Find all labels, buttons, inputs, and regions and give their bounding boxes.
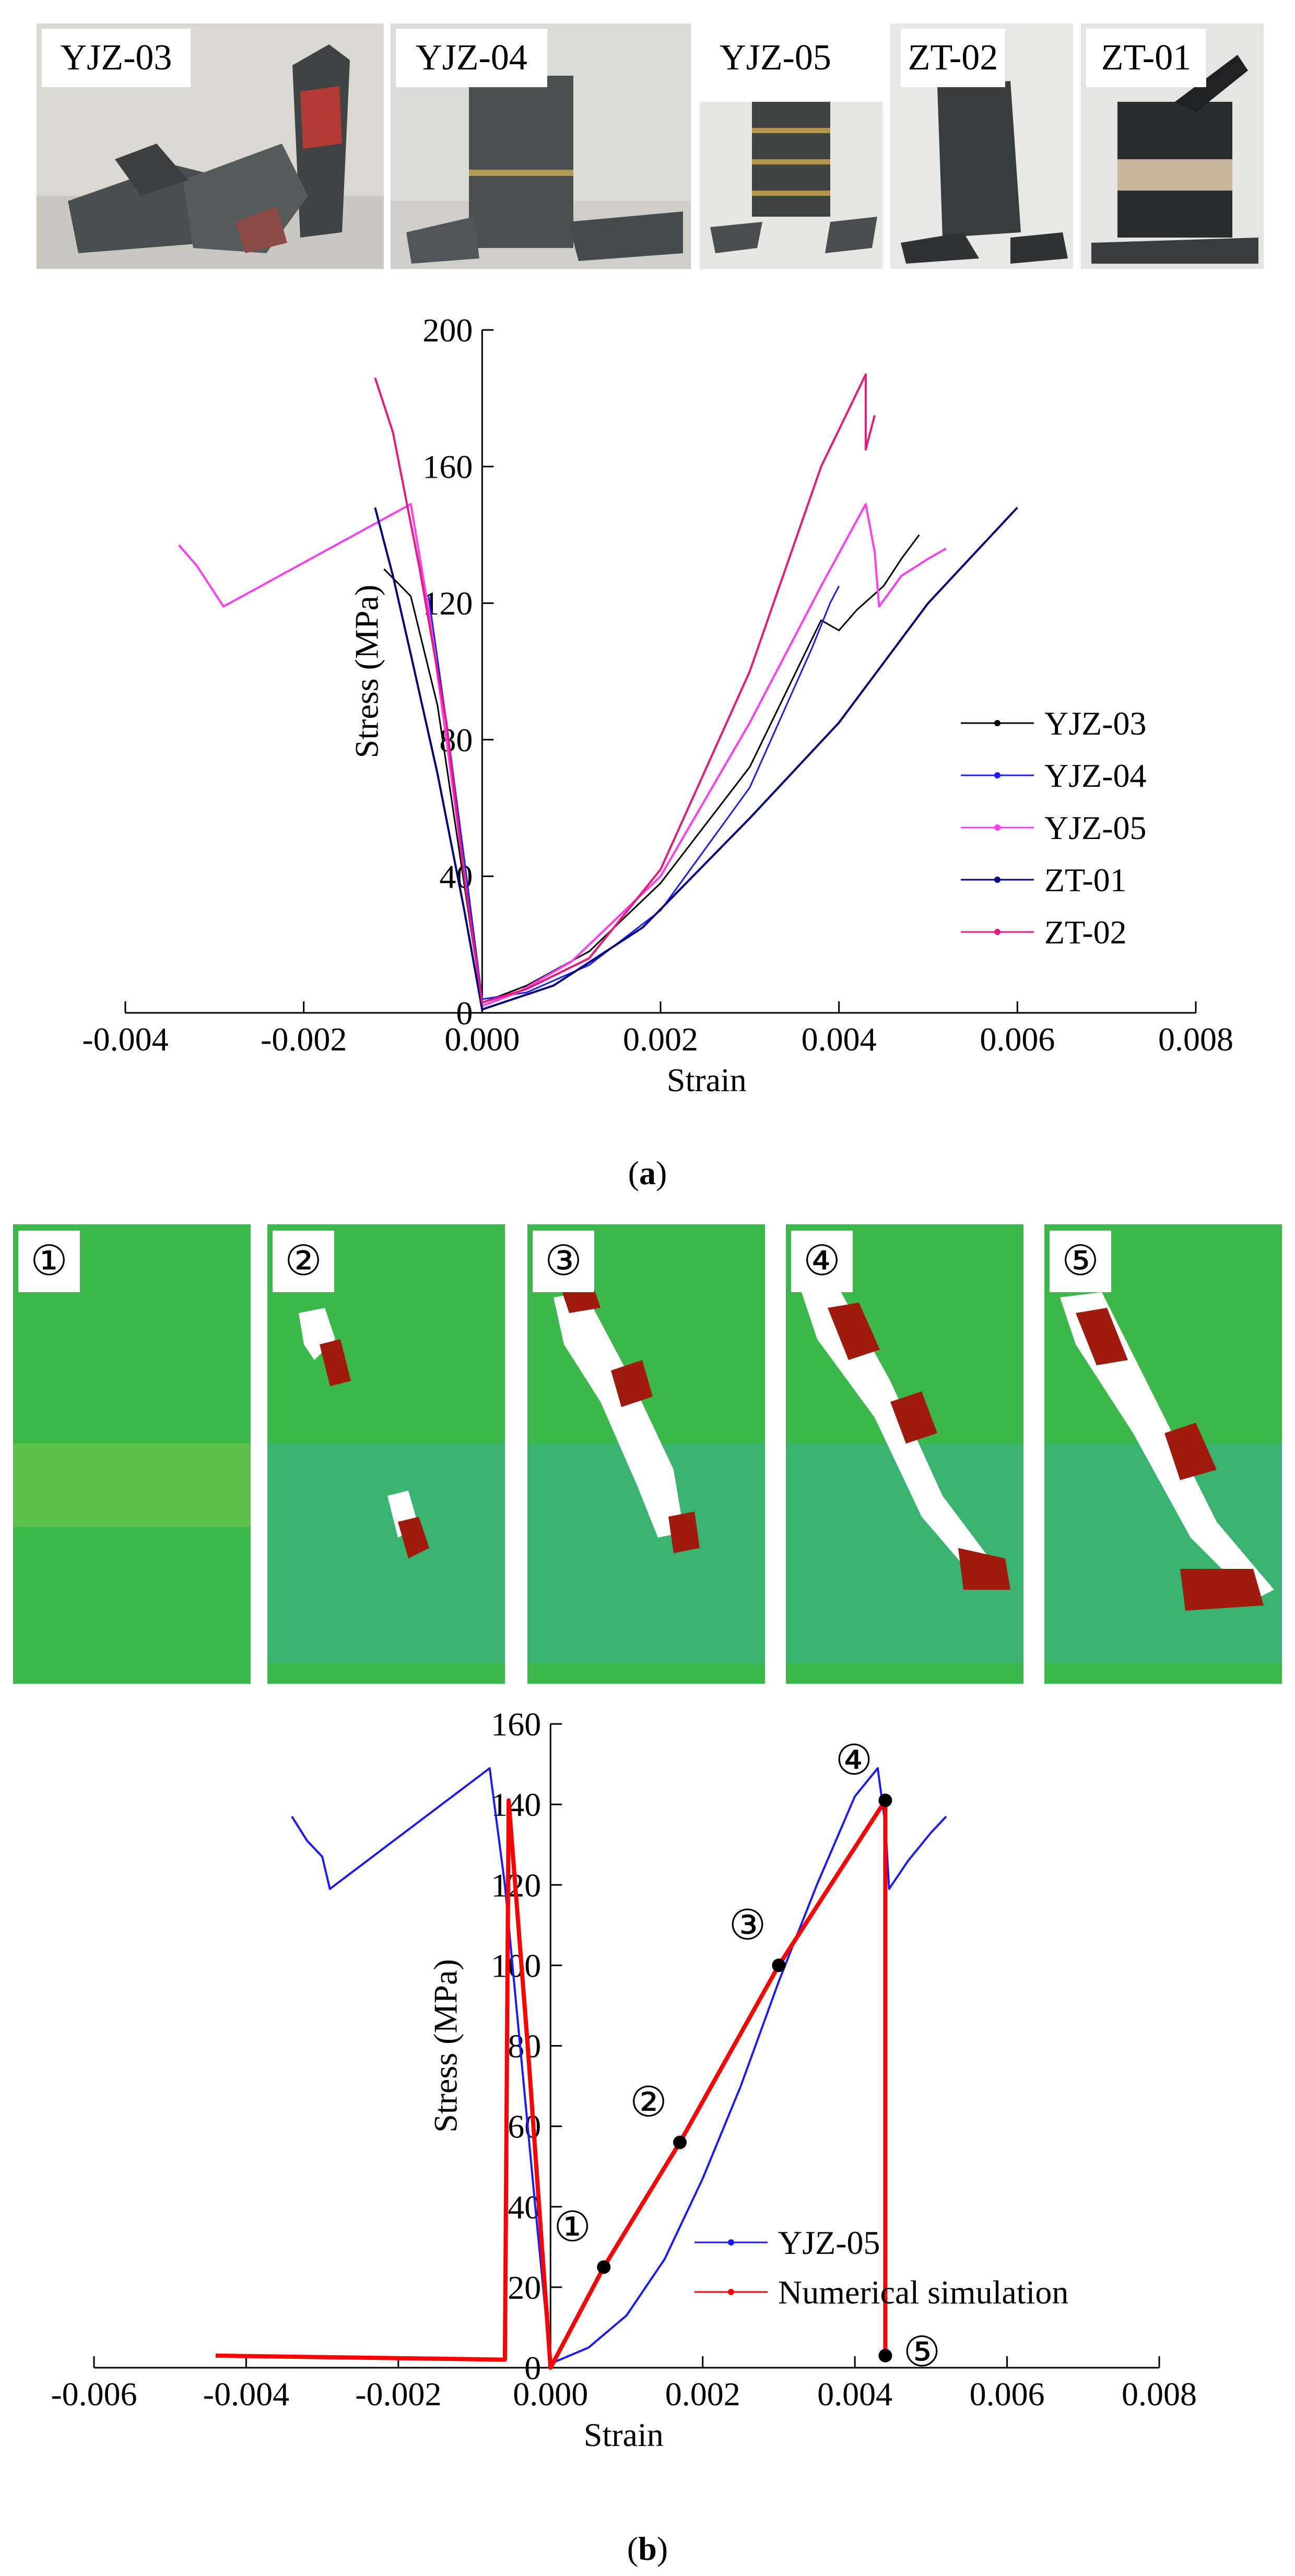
simulation-field-3 bbox=[527, 1224, 765, 1684]
x-tick-label: -0.002 bbox=[355, 2376, 441, 2413]
stress-strain-chart-b: -0.006 -0.004 -0.002 0.000 0.002 0.004 0.006 0.… bbox=[51, 1707, 1197, 2453]
simulation-stage-label: ⑤ bbox=[1050, 1231, 1111, 1292]
x-tick-label: -0.004 bbox=[82, 1021, 168, 1058]
legend-marker bbox=[994, 877, 1000, 883]
simulation-panel-3: ③ bbox=[527, 1224, 765, 1684]
marked-point bbox=[878, 2348, 892, 2362]
y-axis-label: Stress (MPa) bbox=[427, 1959, 464, 2132]
series-line-numerical-simulation bbox=[216, 1798, 888, 2370]
simulation-panel-4: ④ bbox=[786, 1224, 1023, 1684]
simulation-stage-label: ② bbox=[273, 1231, 334, 1292]
y-tick-label: 160 bbox=[422, 448, 473, 486]
legend-marker bbox=[994, 720, 1000, 726]
caption-b-letter: b bbox=[638, 2530, 657, 2567]
caption-a: (a) bbox=[628, 1154, 667, 1191]
marked-point bbox=[878, 1793, 892, 1807]
x-tick-label: 0.002 bbox=[665, 2376, 740, 2413]
series-line-yjz-04 bbox=[428, 585, 840, 1000]
marked-point bbox=[597, 2260, 611, 2274]
x-tick-label: -0.002 bbox=[261, 1021, 347, 1058]
simulation-stage-label: ① bbox=[18, 1231, 80, 1292]
x-axis-label: Strain bbox=[667, 1061, 747, 1098]
specimen-photo-zt-01: ZT-01 bbox=[1081, 23, 1264, 269]
specimen-photo-yjz-04-image bbox=[391, 23, 691, 269]
simulation-field-1 bbox=[13, 1224, 251, 1684]
legend-label: ZT-02 bbox=[1044, 914, 1127, 951]
simulation-stage-label: ④ bbox=[791, 1231, 853, 1292]
legend-label: YJZ-04 bbox=[1044, 757, 1147, 794]
specimen-label: YJZ-03 bbox=[42, 29, 191, 87]
series-line-yjz-03 bbox=[383, 534, 920, 1003]
x-tick-label: -0.004 bbox=[203, 2376, 289, 2413]
legend-marker bbox=[728, 2289, 734, 2295]
simulation-panel-1: ① bbox=[13, 1224, 251, 1684]
y-tick-label: 200 bbox=[422, 312, 473, 349]
simulation-field-5 bbox=[1044, 1224, 1282, 1684]
stress-strain-chart-a: -0.004 -0.002 0.000 0.002 0.004 0.006 0.008040… bbox=[82, 312, 1233, 1098]
series-line-zt-02 bbox=[374, 373, 876, 1004]
simulation-panel-2: ② bbox=[267, 1224, 505, 1684]
x-tick-label: 0.000 bbox=[513, 2376, 588, 2413]
legend-marker bbox=[994, 929, 1000, 935]
y-tick-label: 140 bbox=[491, 1786, 541, 1823]
marked-point bbox=[772, 1958, 786, 1972]
x-tick-label: -0.006 bbox=[51, 2376, 137, 2413]
marked-point-label: ② bbox=[630, 2079, 667, 2125]
specimen-photo-yjz-03: YJZ-03 bbox=[37, 23, 384, 269]
specimen-photo-zt-02: ZT-02 bbox=[890, 23, 1073, 269]
y-tick-label: 80 bbox=[508, 2028, 541, 2065]
simulation-field-4 bbox=[786, 1224, 1023, 1684]
specimen-photo-yjz-03-image bbox=[37, 23, 384, 269]
legend-label: YJZ-05 bbox=[778, 2224, 880, 2261]
marked-point-label: ① bbox=[554, 2204, 591, 2250]
marked-point-label: ⑤ bbox=[903, 2330, 941, 2376]
x-tick-label: 0.006 bbox=[980, 1021, 1055, 1058]
marked-point-label: ③ bbox=[729, 1903, 767, 1948]
specimen-label: ZT-01 bbox=[1086, 29, 1206, 87]
legend-marker bbox=[728, 2239, 734, 2246]
y-tick-label: 160 bbox=[491, 1707, 541, 1743]
simulation-stage-label: ③ bbox=[533, 1231, 594, 1292]
marked-point-label: ④ bbox=[835, 1738, 873, 1783]
x-axis-label: Strain bbox=[584, 2416, 664, 2453]
x-tick-label: 0.004 bbox=[817, 2376, 892, 2413]
y-tick-label: 0 bbox=[524, 2349, 541, 2386]
y-axis-label: Stress (MPa) bbox=[348, 585, 385, 758]
x-tick-label: 0.002 bbox=[623, 1021, 698, 1058]
series-line-zt-01 bbox=[374, 506, 1018, 1011]
legend-label: Numerical simulation bbox=[778, 2274, 1068, 2311]
legend-label: ZT-01 bbox=[1044, 861, 1127, 899]
legend-label: YJZ-05 bbox=[1044, 809, 1147, 846]
legend-marker bbox=[994, 824, 1000, 831]
specimen-photo-yjz-05: YJZ-05 bbox=[700, 23, 882, 269]
specimen-label: YJZ-04 bbox=[396, 29, 547, 87]
caption-b: (b) bbox=[627, 2530, 668, 2567]
x-tick-label: 0.008 bbox=[1158, 1021, 1233, 1058]
x-tick-label: 0.006 bbox=[970, 2376, 1045, 2413]
legend-marker bbox=[994, 772, 1000, 778]
y-tick-label: 100 bbox=[491, 1947, 541, 1984]
x-tick-label: 0.000 bbox=[444, 1021, 520, 1058]
y-tick-label: 20 bbox=[508, 2269, 541, 2306]
specimen-label: ZT-02 bbox=[901, 29, 1005, 87]
simulation-panel-5: ⑤ bbox=[1044, 1224, 1282, 1684]
simulation-field-2 bbox=[267, 1224, 505, 1684]
x-tick-label: 0.008 bbox=[1122, 2376, 1197, 2413]
y-tick-label: 0 bbox=[456, 995, 473, 1032]
x-tick-label: 0.004 bbox=[802, 1021, 877, 1058]
marked-point bbox=[673, 2135, 687, 2149]
caption-a-letter: a bbox=[639, 1154, 656, 1191]
series-line-yjz-05 bbox=[178, 503, 947, 1007]
specimen-photo-yjz-04: YJZ-04 bbox=[391, 23, 691, 269]
specimen-label: YJZ-05 bbox=[710, 29, 841, 87]
legend-label: YJZ-03 bbox=[1044, 705, 1147, 742]
